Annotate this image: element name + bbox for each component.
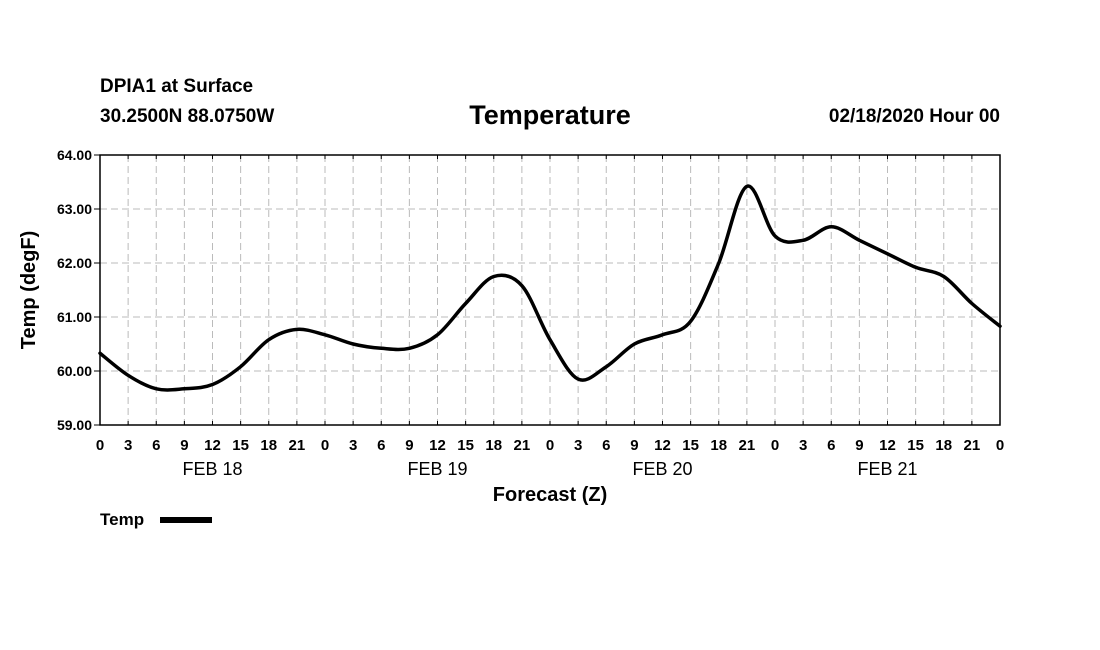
x-tick-label: 15 bbox=[682, 437, 699, 454]
x-tick-label: 12 bbox=[879, 437, 896, 454]
x-tick-label: 18 bbox=[485, 437, 502, 454]
y-axis-label: Temp (degF) bbox=[18, 231, 40, 350]
x-axis-label: Forecast (Z) bbox=[493, 484, 607, 506]
x-tick-label: 9 bbox=[180, 437, 188, 454]
x-tick-label: 3 bbox=[349, 437, 357, 454]
x-tick-label: 0 bbox=[996, 437, 1004, 454]
chart-grid bbox=[100, 155, 1000, 425]
station-label: DPIA1 at Surface bbox=[100, 76, 254, 97]
x-tick-label: 6 bbox=[152, 437, 160, 454]
x-tick-label: 18 bbox=[260, 437, 277, 454]
x-tick-label: 9 bbox=[630, 437, 638, 454]
y-tick-label: 63.00 bbox=[57, 201, 92, 217]
day-label: FEB 21 bbox=[857, 459, 917, 479]
legend-line-swatch bbox=[160, 517, 212, 523]
x-tick-label: 15 bbox=[457, 437, 474, 454]
forecast-datetime: 02/18/2020 Hour 00 bbox=[828, 106, 1000, 127]
x-tick-label: 15 bbox=[232, 437, 249, 454]
x-tick-label: 9 bbox=[405, 437, 413, 454]
y-axis: 59.00 60.00 61.00 62.00 63.00 64.00 bbox=[57, 147, 100, 433]
x-tick-label: 21 bbox=[289, 437, 306, 454]
x-tick-label: 0 bbox=[321, 437, 329, 454]
x-tick-label: 12 bbox=[204, 437, 221, 454]
x-tick-label: 6 bbox=[827, 437, 835, 454]
series-line-temp bbox=[98, 184, 1002, 392]
legend-label: Temp bbox=[100, 510, 145, 529]
x-tick-label: 6 bbox=[602, 437, 610, 454]
x-tick-label: 0 bbox=[546, 437, 554, 454]
x-tick-label: 15 bbox=[907, 437, 924, 454]
x-tick-label: 12 bbox=[654, 437, 671, 454]
x-tick-label: 21 bbox=[514, 437, 531, 454]
day-label: FEB 20 bbox=[632, 459, 692, 479]
x-tick-label: 18 bbox=[935, 437, 952, 454]
x-tick-label: 0 bbox=[771, 437, 779, 454]
x-tick-label: 9 bbox=[855, 437, 863, 454]
day-label: FEB 18 bbox=[182, 459, 242, 479]
x-tick-label: 3 bbox=[574, 437, 582, 454]
x-tick-label: 12 bbox=[429, 437, 446, 454]
x-axis: 0 3 6 9 12 15 18 21 0 3 6 9 12 15 18 21 0 3 6 9 12 15 18 21 0 3 6 9… bbox=[96, 155, 1004, 479]
y-tick-label: 64.00 bbox=[57, 147, 92, 163]
x-tick-label: 3 bbox=[799, 437, 807, 454]
day-label: FEB 19 bbox=[407, 459, 467, 479]
coordinates-label: 30.2500N 88.0750W bbox=[100, 106, 275, 127]
y-tick-label: 59.00 bbox=[57, 417, 92, 433]
x-tick-label: 21 bbox=[739, 437, 756, 454]
x-tick-label: 0 bbox=[96, 437, 104, 454]
y-tick-label: 62.00 bbox=[57, 255, 92, 271]
x-tick-label: 6 bbox=[377, 437, 385, 454]
y-tick-label: 60.00 bbox=[57, 363, 92, 379]
x-tick-label: 18 bbox=[710, 437, 727, 454]
x-tick-label: 3 bbox=[124, 437, 132, 454]
y-tick-label: 61.00 bbox=[57, 309, 92, 325]
chart-title: Temperature bbox=[469, 100, 631, 130]
x-tick-label: 21 bbox=[964, 437, 981, 454]
